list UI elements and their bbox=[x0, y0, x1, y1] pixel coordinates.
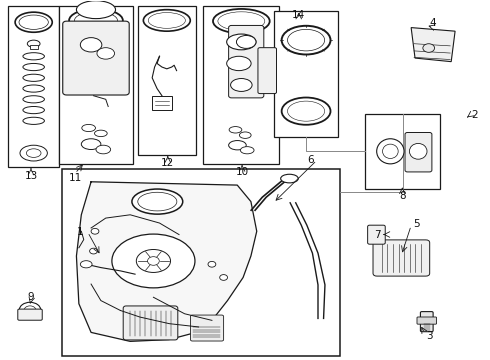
Text: 11: 11 bbox=[68, 173, 82, 183]
Ellipse shape bbox=[227, 56, 251, 71]
Ellipse shape bbox=[80, 38, 102, 52]
Ellipse shape bbox=[97, 48, 115, 59]
Ellipse shape bbox=[144, 10, 190, 31]
Bar bbox=[274, 12, 338, 137]
Ellipse shape bbox=[23, 74, 45, 81]
Ellipse shape bbox=[227, 34, 256, 50]
Bar bbox=[203, 6, 279, 164]
Text: 6: 6 bbox=[308, 155, 314, 165]
Ellipse shape bbox=[213, 9, 270, 33]
Ellipse shape bbox=[218, 12, 265, 31]
Ellipse shape bbox=[136, 249, 171, 273]
Text: 3: 3 bbox=[426, 331, 433, 341]
Ellipse shape bbox=[95, 130, 107, 136]
FancyBboxPatch shape bbox=[191, 315, 223, 341]
Text: 10: 10 bbox=[236, 167, 248, 177]
Circle shape bbox=[147, 257, 159, 265]
Ellipse shape bbox=[80, 261, 92, 268]
Text: 13: 13 bbox=[24, 171, 38, 181]
Ellipse shape bbox=[241, 147, 254, 154]
FancyBboxPatch shape bbox=[405, 132, 432, 172]
Circle shape bbox=[220, 275, 227, 280]
Ellipse shape bbox=[23, 63, 45, 71]
Bar bbox=[8, 6, 59, 167]
FancyBboxPatch shape bbox=[420, 312, 433, 332]
Ellipse shape bbox=[26, 149, 41, 157]
Text: 7: 7 bbox=[373, 230, 380, 239]
Ellipse shape bbox=[82, 125, 96, 132]
Ellipse shape bbox=[69, 9, 123, 32]
Ellipse shape bbox=[112, 234, 195, 288]
Ellipse shape bbox=[237, 36, 256, 48]
Ellipse shape bbox=[23, 107, 45, 114]
Ellipse shape bbox=[240, 132, 251, 138]
Ellipse shape bbox=[74, 12, 118, 29]
Ellipse shape bbox=[132, 189, 183, 214]
Text: 5: 5 bbox=[413, 219, 419, 229]
Ellipse shape bbox=[23, 117, 45, 125]
Ellipse shape bbox=[282, 26, 331, 54]
Ellipse shape bbox=[96, 145, 111, 154]
Ellipse shape bbox=[377, 139, 404, 164]
Ellipse shape bbox=[229, 127, 242, 133]
FancyBboxPatch shape bbox=[373, 240, 430, 276]
Text: 2: 2 bbox=[471, 111, 478, 121]
Circle shape bbox=[208, 261, 216, 267]
Ellipse shape bbox=[281, 174, 298, 183]
Bar bbox=[30, 45, 38, 49]
FancyBboxPatch shape bbox=[123, 306, 178, 340]
FancyBboxPatch shape bbox=[258, 48, 276, 94]
Ellipse shape bbox=[23, 96, 45, 103]
Ellipse shape bbox=[19, 15, 49, 30]
Circle shape bbox=[423, 44, 435, 52]
Text: 12: 12 bbox=[161, 158, 174, 168]
Ellipse shape bbox=[27, 40, 40, 47]
Text: 8: 8 bbox=[399, 191, 406, 201]
Bar bbox=[152, 96, 171, 110]
Ellipse shape bbox=[288, 30, 325, 51]
Ellipse shape bbox=[138, 192, 177, 211]
Ellipse shape bbox=[23, 53, 45, 60]
Text: 14: 14 bbox=[292, 10, 305, 20]
Ellipse shape bbox=[76, 1, 116, 19]
FancyBboxPatch shape bbox=[417, 317, 437, 324]
Text: 1: 1 bbox=[77, 227, 84, 237]
Bar bbox=[365, 114, 441, 189]
Bar bbox=[59, 6, 133, 164]
Ellipse shape bbox=[410, 143, 427, 159]
Ellipse shape bbox=[20, 145, 48, 161]
Ellipse shape bbox=[15, 12, 52, 32]
Ellipse shape bbox=[81, 139, 101, 149]
Ellipse shape bbox=[148, 13, 185, 28]
Circle shape bbox=[19, 302, 41, 318]
Ellipse shape bbox=[383, 144, 398, 158]
Circle shape bbox=[90, 248, 98, 254]
Circle shape bbox=[91, 228, 99, 234]
Bar bbox=[62, 169, 340, 356]
FancyBboxPatch shape bbox=[368, 225, 385, 244]
Circle shape bbox=[24, 306, 36, 315]
Ellipse shape bbox=[288, 101, 325, 121]
FancyBboxPatch shape bbox=[18, 309, 42, 320]
Text: 4: 4 bbox=[430, 18, 437, 28]
Bar bbox=[138, 6, 196, 155]
Ellipse shape bbox=[23, 85, 45, 92]
Ellipse shape bbox=[282, 98, 331, 125]
Polygon shape bbox=[411, 28, 455, 62]
FancyBboxPatch shape bbox=[229, 26, 264, 98]
Polygon shape bbox=[76, 182, 257, 341]
FancyBboxPatch shape bbox=[63, 21, 129, 95]
Text: 9: 9 bbox=[27, 292, 34, 302]
Ellipse shape bbox=[231, 78, 252, 91]
Ellipse shape bbox=[229, 140, 246, 150]
